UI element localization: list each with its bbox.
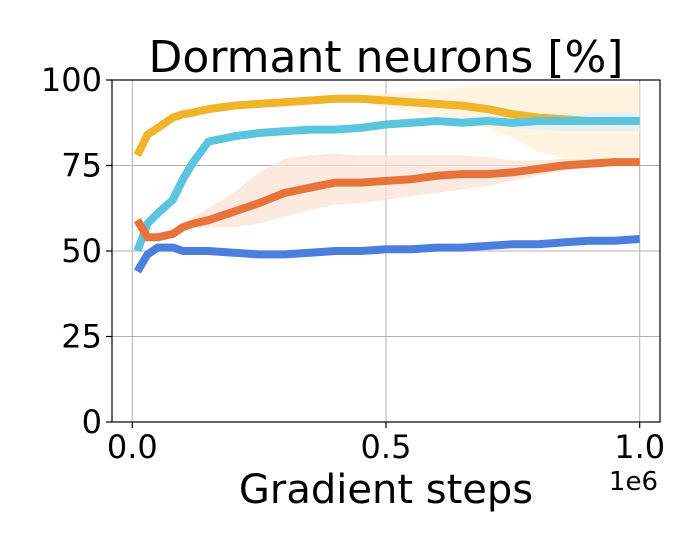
y-tick-label: 75 bbox=[61, 147, 102, 185]
y-tick-label: 100 bbox=[41, 61, 102, 99]
series-0-band bbox=[137, 85, 640, 161]
x-axis-label: Gradient steps bbox=[239, 467, 533, 513]
y-tick-label: 0 bbox=[82, 403, 102, 441]
y-tick-label: 25 bbox=[61, 318, 102, 356]
series-3-line bbox=[133, 235, 640, 274]
series-2-line bbox=[133, 158, 640, 242]
x-tick-label: 0.0 bbox=[107, 428, 158, 466]
x-axis-ticks: 0.0 0.5 1.0 bbox=[107, 422, 665, 466]
series-1-line bbox=[133, 117, 640, 253]
series-lines bbox=[133, 94, 640, 274]
series-1-band bbox=[137, 112, 640, 251]
x-tick-label: 0.5 bbox=[361, 428, 412, 466]
y-axis-ticks: 0 25 50 75 100 bbox=[41, 61, 112, 441]
x-tick-label: 1.0 bbox=[614, 428, 665, 466]
chart-title: Dormant neurons [%] bbox=[149, 32, 624, 83]
x-axis-offset-label: 1e6 bbox=[609, 467, 658, 497]
y-tick-label: 50 bbox=[61, 232, 102, 270]
